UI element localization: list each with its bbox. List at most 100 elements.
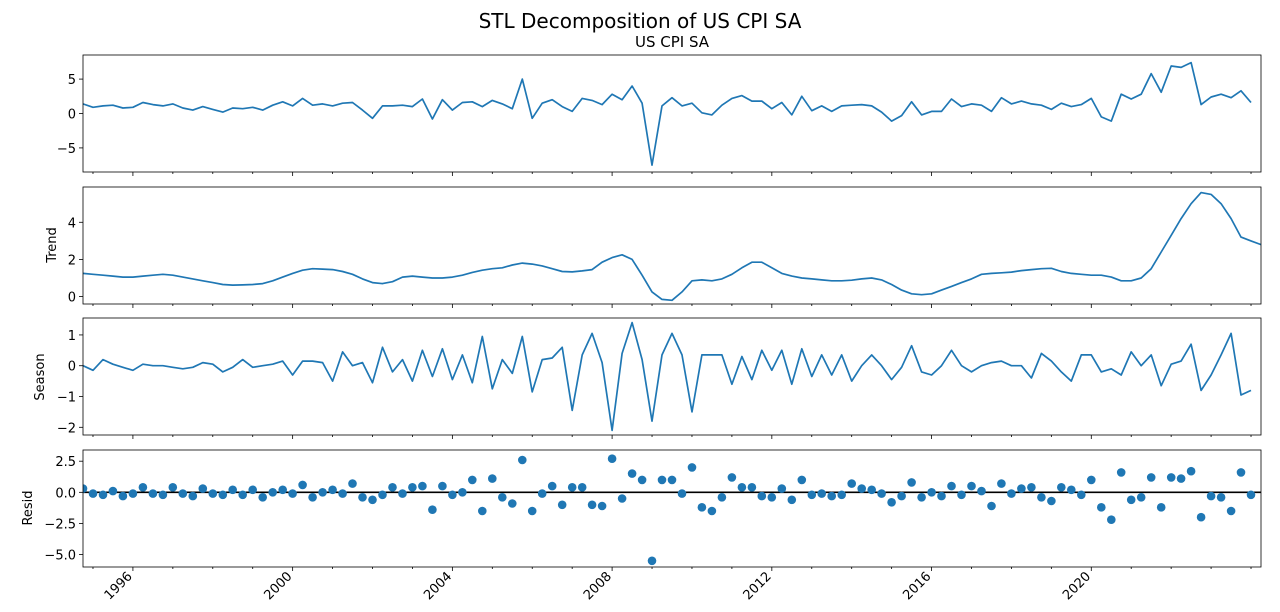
data-point xyxy=(567,483,577,492)
panel-frame xyxy=(82,449,1262,568)
data-point xyxy=(108,486,118,496)
data-point xyxy=(348,479,357,488)
data-point xyxy=(178,489,188,498)
data-point xyxy=(797,475,807,485)
figure-suptitle: STL Decomposition of US CPI SA xyxy=(479,9,802,33)
data-point xyxy=(617,494,627,503)
data-point xyxy=(238,490,247,500)
data-point xyxy=(987,501,996,511)
data-point xyxy=(448,490,457,500)
data-layer xyxy=(83,454,1256,566)
data-point xyxy=(498,493,507,502)
data-point xyxy=(667,475,677,485)
x-tick-label: 2016 xyxy=(900,569,934,603)
data-point xyxy=(338,489,347,498)
data-point xyxy=(1136,493,1146,502)
data-point xyxy=(508,499,517,508)
data-point xyxy=(687,463,697,472)
data-point xyxy=(747,483,757,492)
data-point xyxy=(248,485,257,495)
data-point xyxy=(478,506,487,516)
ylabel-trend: Trend xyxy=(45,227,60,264)
data-point xyxy=(188,491,198,501)
data-point xyxy=(288,489,297,498)
x-tick-label: 1996 xyxy=(102,569,136,603)
data-point xyxy=(1186,466,1196,476)
plot-panels: −5 0 5 0 2 4 −2 −1 0 1 −5.0 −2.5 0.0 2.5 1996 2000 2004 2… xyxy=(44,54,1262,603)
panel-title-cpi: US CPI SA xyxy=(635,33,710,51)
data-point xyxy=(537,489,547,498)
data-point xyxy=(607,454,617,464)
data-point xyxy=(827,491,836,501)
data-point xyxy=(727,473,737,482)
data-point xyxy=(817,489,826,498)
data-point xyxy=(488,474,497,483)
data-point xyxy=(577,483,587,492)
panel-1: −5 0 5 xyxy=(57,54,1262,176)
data-point xyxy=(88,489,98,498)
data-point xyxy=(1246,490,1256,500)
data-point xyxy=(547,481,557,491)
data-point xyxy=(208,489,218,498)
data-point xyxy=(847,479,856,488)
data-point xyxy=(877,489,886,498)
data-point xyxy=(518,455,527,465)
y-tick-label: −2 xyxy=(57,421,76,436)
y-tick-label: −5 xyxy=(57,142,76,157)
panel-frame xyxy=(82,54,1262,173)
data-point xyxy=(867,485,876,495)
series-line xyxy=(83,61,1252,166)
panel-4: −5.0 −2.5 0.0 2.5 1996 2000 2004 2008 2012 2016 20… xyxy=(44,449,1262,603)
data-point xyxy=(268,488,278,497)
data-point xyxy=(298,480,307,490)
data-point xyxy=(627,469,637,478)
ylabel-resid: Resid xyxy=(21,490,36,525)
series-line xyxy=(83,321,1252,432)
y-tick-label: 1 xyxy=(68,329,76,344)
data-point xyxy=(737,483,747,492)
y-tick-label: −2.5 xyxy=(44,517,76,532)
data-layer xyxy=(83,61,1252,166)
series-line xyxy=(83,191,1261,302)
y-tick-label: 2.5 xyxy=(55,455,76,470)
panel-3: −2 −1 0 1 xyxy=(57,317,1262,439)
data-point xyxy=(398,489,407,498)
data-point xyxy=(1156,503,1166,512)
data-point xyxy=(308,493,317,502)
data-point xyxy=(1047,496,1056,506)
data-point xyxy=(1216,493,1226,502)
data-point xyxy=(977,486,986,496)
data-point xyxy=(947,481,956,491)
data-point xyxy=(428,505,437,514)
data-point xyxy=(388,483,397,492)
data-point xyxy=(368,495,377,505)
data-point xyxy=(807,490,817,500)
y-tick-label: −1 xyxy=(57,391,76,406)
data-point xyxy=(1116,468,1126,477)
data-point xyxy=(1226,506,1236,516)
ylabel-season: Season xyxy=(33,353,48,400)
data-point xyxy=(697,503,707,512)
data-point xyxy=(438,481,447,491)
data-point xyxy=(468,475,477,485)
data-point xyxy=(597,501,607,511)
x-tick-label: 2012 xyxy=(741,569,775,603)
data-layer xyxy=(83,191,1261,302)
data-point xyxy=(1146,473,1156,482)
data-point xyxy=(967,481,976,491)
data-point xyxy=(1007,489,1016,498)
data-point xyxy=(328,485,337,495)
data-point xyxy=(837,490,846,500)
data-point xyxy=(1107,515,1116,524)
data-point xyxy=(1097,503,1106,512)
data-point xyxy=(1027,483,1036,492)
data-point xyxy=(907,478,916,487)
y-tick-label: 4 xyxy=(68,216,76,231)
data-point xyxy=(657,475,667,485)
data-point xyxy=(897,491,906,501)
y-tick-label: 0 xyxy=(68,360,76,375)
data-point xyxy=(1057,483,1066,492)
data-point xyxy=(418,481,427,491)
panel-2: 0 2 4 xyxy=(68,186,1262,308)
